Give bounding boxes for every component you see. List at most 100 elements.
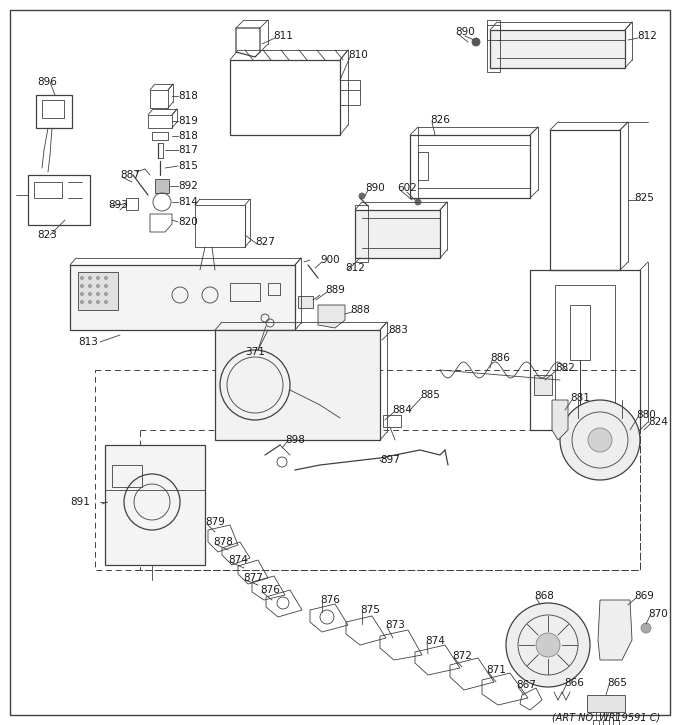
Text: 874: 874 [425, 636, 445, 646]
Text: 896: 896 [37, 77, 57, 87]
Text: 880: 880 [636, 410, 656, 420]
Bar [298, 296, 313, 308]
Bar [95, 370, 640, 570]
Text: 891: 891 [70, 497, 90, 507]
Text: 818: 818 [178, 91, 198, 101]
Bar [126, 198, 138, 210]
Text: 882: 882 [555, 363, 575, 373]
Polygon shape [587, 695, 625, 712]
Circle shape [88, 292, 92, 296]
Text: 888: 888 [350, 305, 370, 315]
Text: 812: 812 [345, 263, 365, 273]
Text: 874: 874 [228, 555, 248, 565]
Text: 602: 602 [397, 183, 417, 193]
Text: 872: 872 [452, 651, 472, 661]
Circle shape [472, 38, 480, 46]
Text: 870: 870 [648, 609, 668, 619]
Circle shape [80, 276, 84, 280]
Polygon shape [355, 210, 440, 258]
Text: 819: 819 [178, 116, 198, 126]
Bar [613, 720, 619, 725]
Circle shape [105, 292, 107, 296]
Circle shape [88, 276, 92, 280]
Text: 371: 371 [245, 347, 265, 357]
Circle shape [97, 300, 99, 304]
Bar [42, 100, 64, 118]
Bar [383, 415, 401, 427]
Text: 873: 873 [385, 620, 405, 630]
Text: 867: 867 [516, 680, 536, 690]
Circle shape [641, 623, 651, 633]
Circle shape [105, 300, 107, 304]
Text: 825: 825 [634, 193, 654, 203]
Text: 887: 887 [120, 170, 140, 180]
Text: 817: 817 [178, 145, 198, 155]
Text: 900: 900 [320, 255, 339, 265]
Circle shape [506, 603, 590, 687]
Circle shape [415, 199, 421, 205]
Bar [34, 182, 62, 198]
Circle shape [80, 300, 84, 304]
Text: 884: 884 [392, 405, 412, 415]
Text: 893: 893 [108, 200, 128, 210]
Circle shape [88, 284, 92, 288]
Polygon shape [534, 375, 552, 395]
Text: 823: 823 [37, 230, 57, 240]
Circle shape [588, 428, 612, 452]
Text: 879: 879 [205, 517, 225, 527]
Circle shape [97, 284, 99, 288]
Text: 869: 869 [634, 591, 654, 601]
Text: 865: 865 [607, 678, 627, 688]
Text: 897: 897 [380, 455, 400, 465]
Text: 812: 812 [637, 31, 657, 41]
Circle shape [97, 276, 99, 280]
Text: 890: 890 [365, 183, 385, 193]
Text: 814: 814 [178, 197, 198, 207]
Bar [593, 720, 599, 725]
Polygon shape [490, 30, 625, 68]
Bar [340, 80, 360, 105]
Text: (ART NO. WR19591 C): (ART NO. WR19591 C) [551, 713, 660, 723]
Polygon shape [78, 272, 118, 310]
Circle shape [359, 193, 365, 199]
Text: 878: 878 [213, 537, 233, 547]
Circle shape [80, 284, 84, 288]
Text: 820: 820 [178, 217, 198, 227]
Polygon shape [70, 265, 295, 330]
Circle shape [97, 292, 99, 296]
Text: 813: 813 [78, 337, 98, 347]
Text: 824: 824 [648, 417, 668, 427]
Circle shape [88, 300, 92, 304]
Polygon shape [598, 600, 632, 660]
Bar [195, 205, 245, 247]
Text: 876: 876 [260, 585, 280, 595]
Bar [155, 179, 169, 193]
Circle shape [105, 276, 107, 280]
Circle shape [560, 400, 640, 480]
Text: 866: 866 [564, 678, 584, 688]
Bar [268, 283, 280, 295]
Polygon shape [215, 330, 380, 440]
Text: 889: 889 [325, 285, 345, 295]
Text: 811: 811 [273, 31, 293, 41]
Text: 875: 875 [360, 605, 380, 615]
Text: 877: 877 [243, 573, 263, 583]
Text: 881: 881 [570, 393, 590, 403]
Polygon shape [552, 400, 568, 440]
Bar [112, 465, 142, 487]
Text: 815: 815 [178, 161, 198, 171]
Text: 827: 827 [255, 237, 275, 247]
Text: 810: 810 [348, 50, 368, 60]
Circle shape [105, 284, 107, 288]
Bar [418, 152, 428, 180]
Bar [140, 430, 640, 570]
Text: 885: 885 [420, 390, 440, 400]
Text: 890: 890 [455, 27, 475, 37]
Polygon shape [105, 445, 205, 565]
Bar [487, 25, 500, 40]
Text: 826: 826 [430, 115, 450, 125]
Circle shape [536, 633, 560, 657]
Text: 892: 892 [178, 181, 198, 191]
Text: 898: 898 [285, 435, 305, 445]
Text: 883: 883 [388, 325, 408, 335]
